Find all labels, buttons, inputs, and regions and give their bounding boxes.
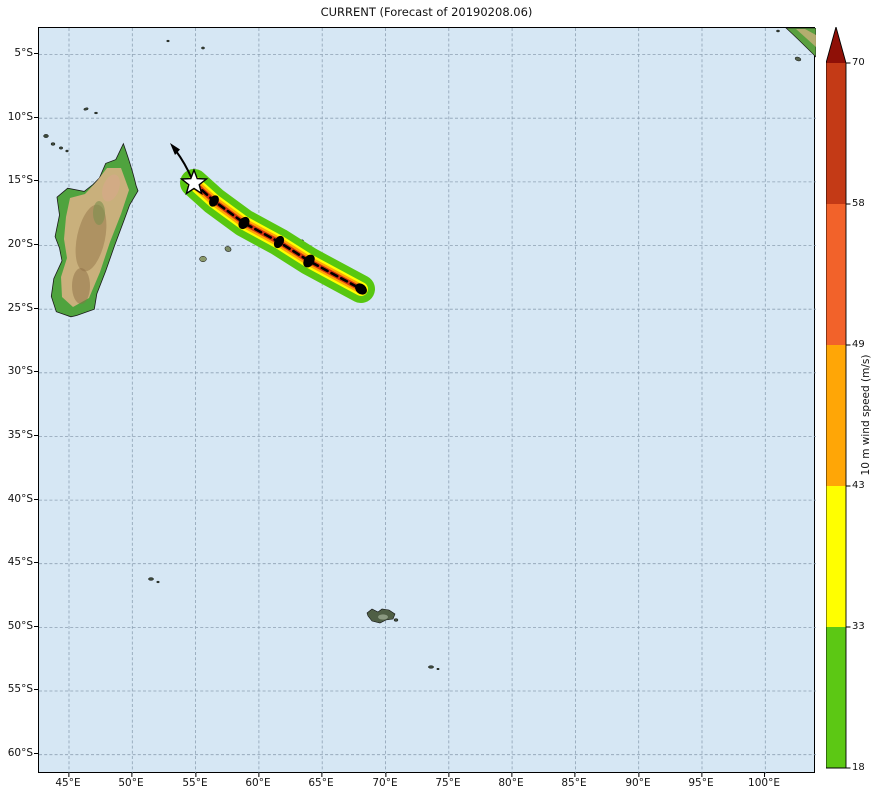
colorbar (825, 25, 882, 773)
sumatra-corner (785, 28, 816, 62)
past-motion-arrowhead (170, 143, 180, 155)
past-motion-arrow (170, 143, 193, 180)
islet-aldabra (94, 111, 98, 115)
islet-indonesia-offshore (776, 29, 780, 33)
colorbar-segment-43-49 (826, 345, 846, 486)
colorbar-extend-arrow (826, 27, 846, 63)
colorbar-segment-33-43 (826, 486, 846, 627)
map-plot-area (38, 27, 816, 774)
y-tick-label: 5°S (0, 47, 38, 60)
colorbar-tick-label: 43 (852, 480, 865, 491)
colorbar-segment-18-33 (826, 627, 846, 768)
islet-mauritius (224, 246, 232, 252)
colorbar-tick-label: 70 (852, 57, 865, 68)
forecast-position-blob (209, 195, 219, 207)
madagascar-terrain-patch (102, 174, 120, 202)
madagascar-terrain-patch (93, 201, 105, 225)
small-islands (43, 29, 780, 671)
madagascar-terrain-patch (72, 268, 90, 304)
colorbar-outline (825, 25, 847, 769)
forecast-position-blob (355, 283, 367, 295)
y-tick-label: 30°S (0, 365, 38, 378)
colorbar-tick-marks (846, 62, 851, 769)
y-tick-label: 45°S (0, 556, 38, 569)
x-tick-label: 75°E (435, 772, 461, 789)
colorbar-canvas (825, 25, 851, 769)
x-tick-label: 80°E (498, 772, 524, 789)
islet-comoros (43, 134, 49, 138)
forecast-position-markers (209, 195, 367, 295)
kerguelen-terrain-patch (378, 614, 388, 620)
islet-crozet (148, 577, 154, 581)
islet-reunion (199, 255, 207, 263)
x-tick-label: 65°E (308, 772, 334, 789)
y-tick-label: 35°S (0, 429, 38, 442)
x-tick-label: 55°E (182, 772, 208, 789)
x-tick-label: 70°E (372, 772, 398, 789)
islet-crozet (156, 580, 160, 584)
sumatra-terrain-patch (796, 29, 816, 47)
x-tick-label: 90°E (625, 772, 651, 789)
forecast-position-blob (238, 216, 250, 230)
forecast-position-blob (303, 254, 315, 268)
plot-title: CURRENT (Forecast of 20190208.06) (320, 5, 533, 19)
y-tick-label: 60°S (0, 747, 38, 760)
islet-comoros (58, 146, 64, 150)
islet-seychelles (201, 46, 205, 50)
grid-lines (39, 28, 816, 774)
y-tick-label: 15°S (0, 174, 38, 187)
y-tick-label: 10°S (0, 111, 38, 124)
colorbar-segment-58-70 (826, 63, 846, 204)
colorbar-tick-label: 33 (852, 621, 865, 632)
map-canvas (39, 28, 816, 774)
kerguelen-islet (393, 618, 399, 622)
islet-heard (436, 667, 440, 671)
forecast-position-blob (273, 235, 285, 249)
colorbar-tick-label: 58 (852, 198, 865, 209)
colorbar-tick-label: 49 (852, 339, 865, 350)
sumatra-islet (794, 56, 802, 62)
madagascar-island (50, 142, 139, 318)
x-tick-label: 50°E (118, 772, 144, 789)
current-position-star-marker (179, 167, 209, 196)
islet-comoros (65, 149, 69, 153)
colorbar-segment-49-58 (826, 204, 846, 345)
y-tick-label: 25°S (0, 302, 38, 315)
colorbar-axis-label: 10 m wind speed (m/s) (860, 354, 872, 476)
x-tick-label: 100°E (748, 772, 780, 789)
islet-seychelles (166, 39, 170, 43)
y-tick-label: 20°S (0, 238, 38, 251)
islet-comoros (50, 142, 56, 146)
x-tick-label: 60°E (245, 772, 271, 789)
x-tick-label: 95°E (688, 772, 714, 789)
islet-heard (428, 665, 434, 669)
kerguelen-island (366, 608, 399, 624)
y-tick-label: 55°S (0, 683, 38, 696)
colorbar-tick-label: 18 (852, 762, 865, 773)
islet-aldabra (83, 107, 89, 111)
forecast-track-cone (180, 169, 375, 303)
x-tick-label: 45°E (55, 772, 81, 789)
y-tick-label: 40°S (0, 493, 38, 506)
y-tick-label: 50°S (0, 620, 38, 633)
x-tick-label: 85°E (561, 772, 587, 789)
